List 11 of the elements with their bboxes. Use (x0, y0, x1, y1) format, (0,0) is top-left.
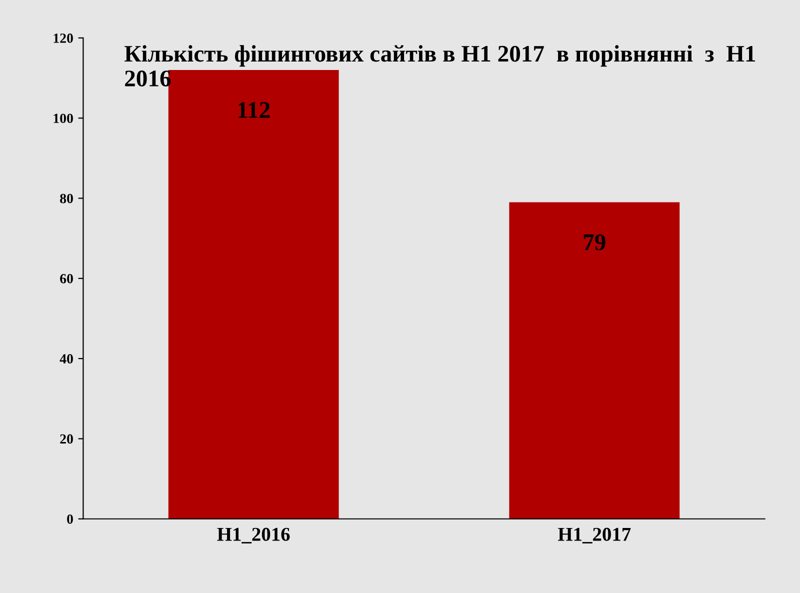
data-label: 79 (584, 234, 606, 250)
y-tick-label: 0 (67, 514, 73, 524)
y-tick-label: 80 (60, 194, 73, 204)
data-label: 112 (238, 102, 270, 118)
x-tick-label: H1_2016 (217, 528, 290, 544)
y-tick-label: 120 (54, 34, 73, 43)
y-tick-label: 100 (54, 114, 73, 124)
y-tick-label: 60 (60, 274, 73, 284)
y-tick-label: 20 (60, 434, 73, 444)
y-tick-label: 40 (60, 354, 73, 364)
x-tick-label: H1_2017 (558, 528, 631, 544)
